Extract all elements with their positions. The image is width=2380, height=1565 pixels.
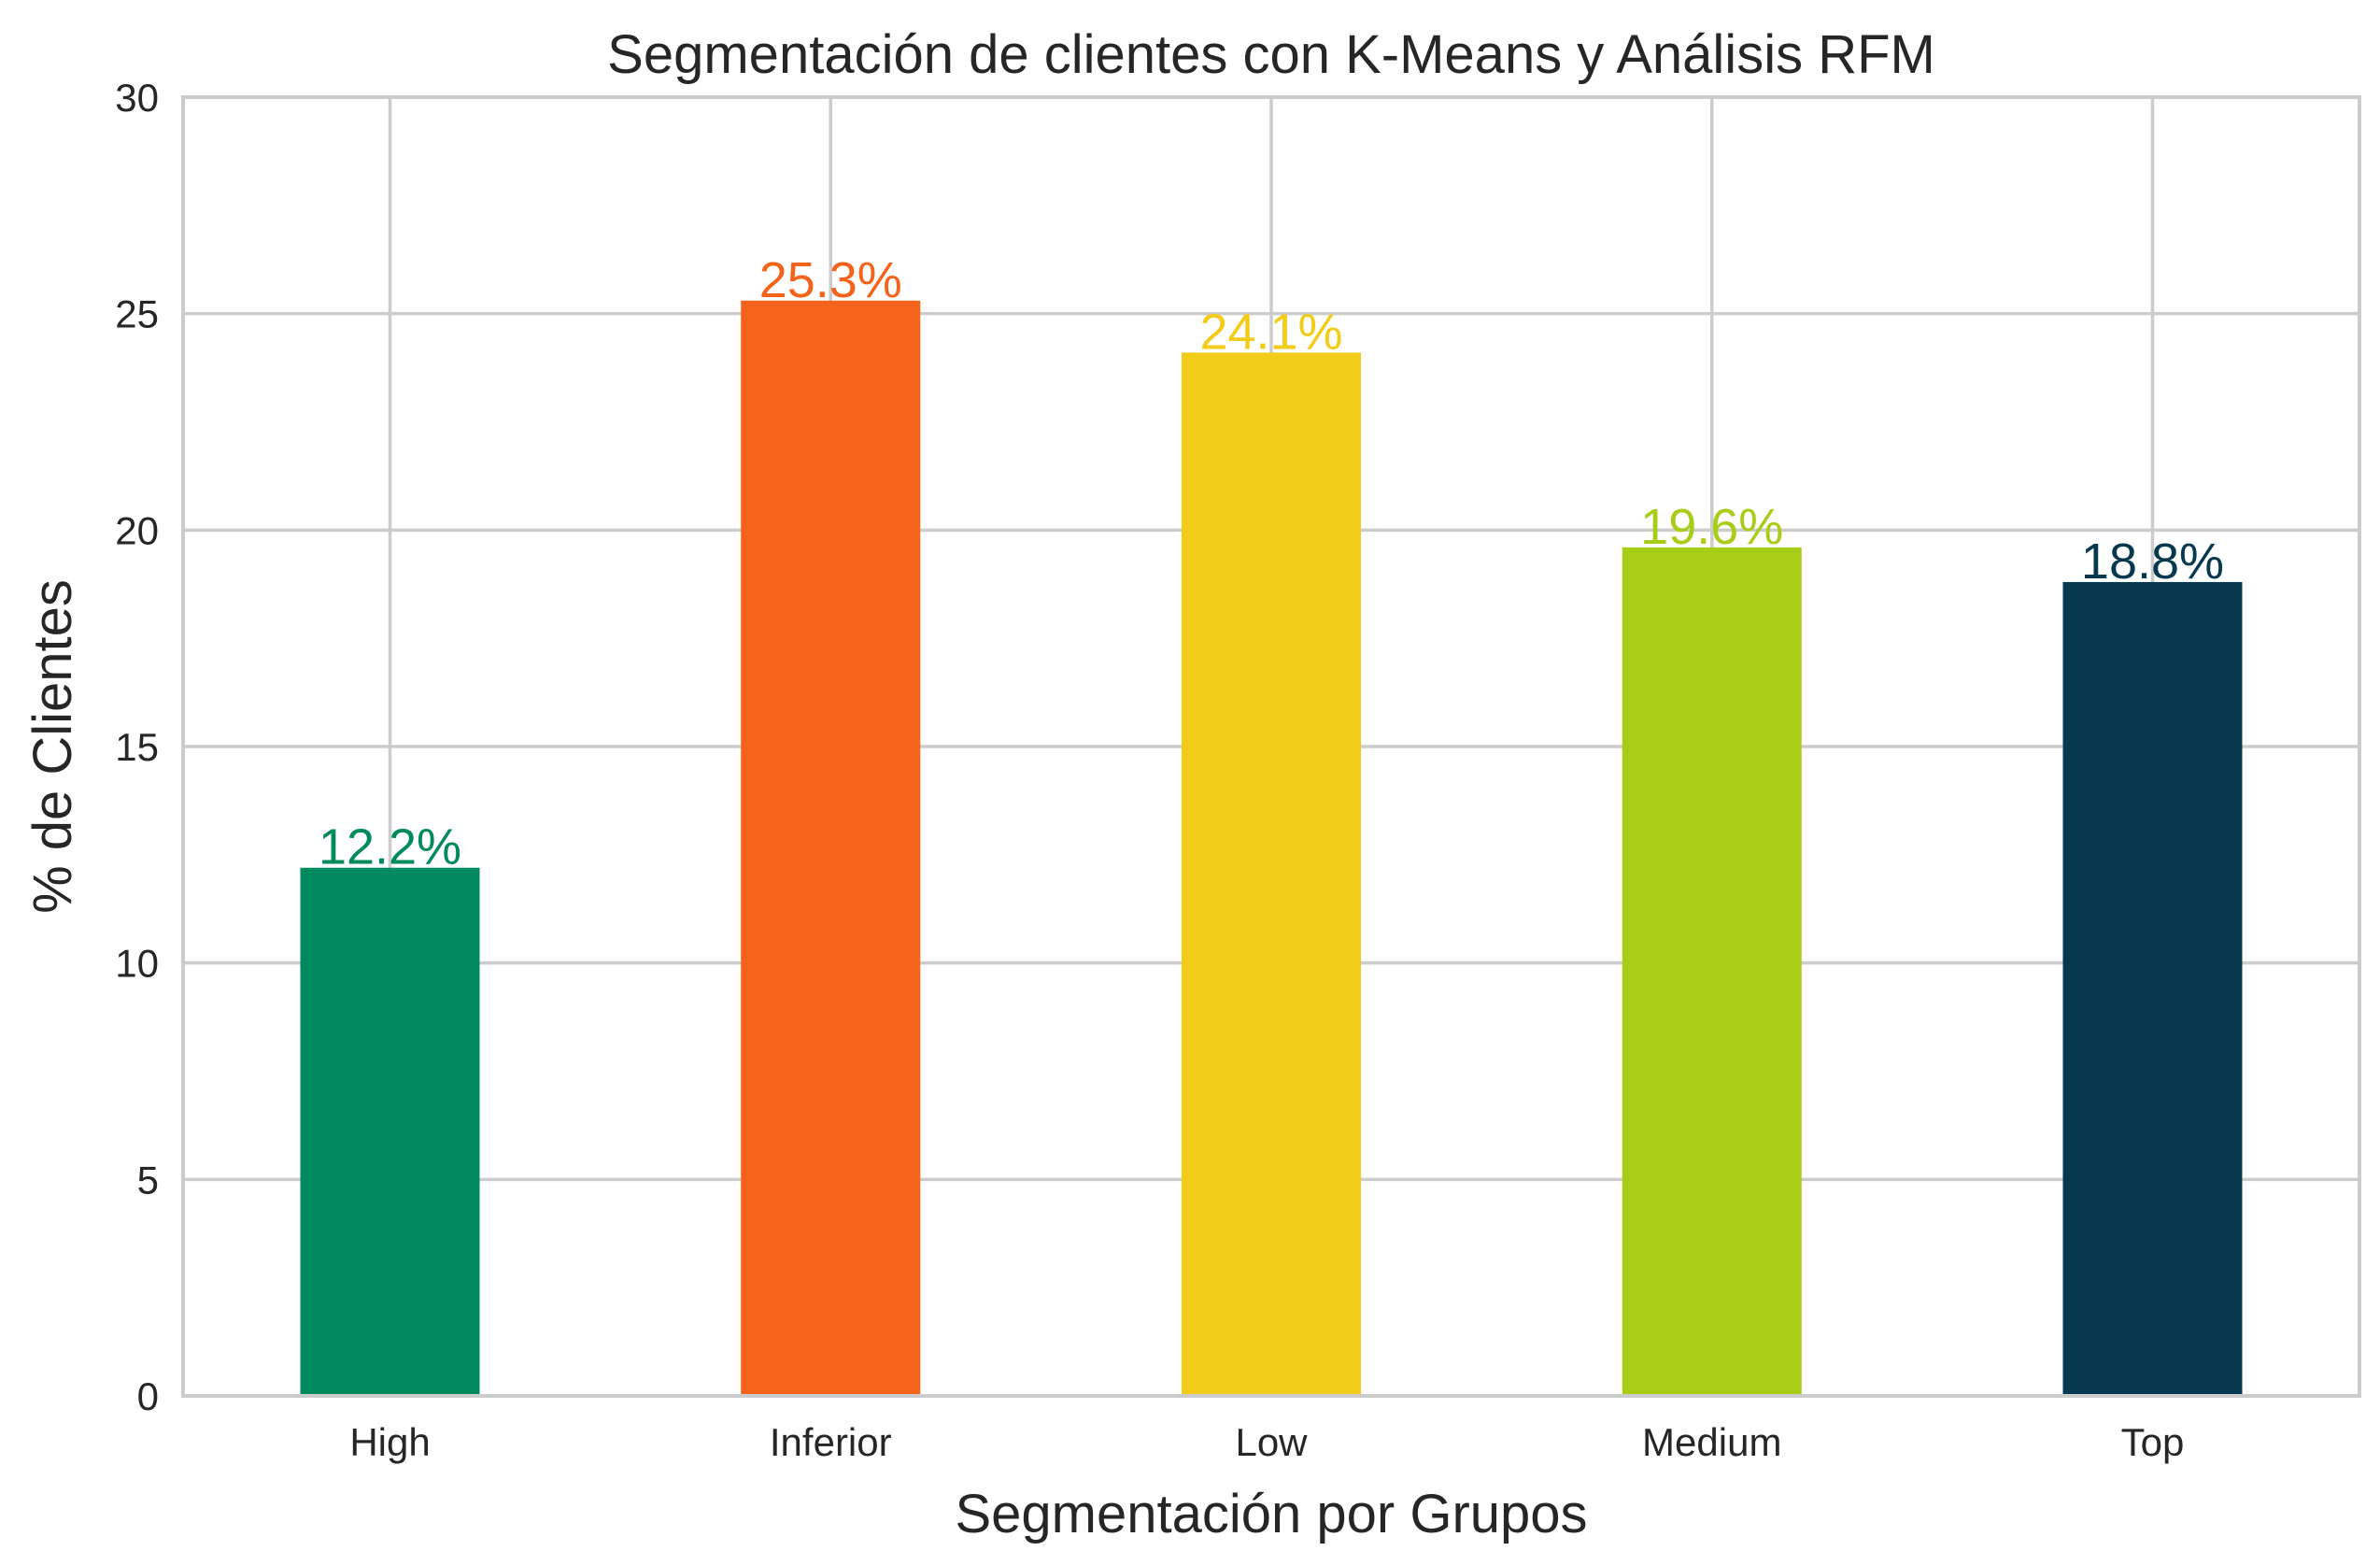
plot-frame <box>181 95 2361 1398</box>
y-tick-label: 25 <box>115 292 159 336</box>
chart-title: Segmentación de clientes con K-Means y A… <box>607 24 1935 85</box>
y-tick-label: 15 <box>115 725 159 769</box>
x-tick-label: Low <box>1235 1420 1308 1464</box>
x-axis-title: Segmentación por Grupos <box>955 1484 1587 1544</box>
x-tick-label: Medium <box>1642 1420 1781 1464</box>
y-tick-label: 30 <box>115 76 159 120</box>
x-tick-label: High <box>349 1420 430 1464</box>
y-tick-label: 0 <box>137 1374 159 1418</box>
data-label-inferior: 25.3% <box>759 252 902 308</box>
y-tick-label: 10 <box>115 942 159 986</box>
bar-inferior <box>741 300 921 1397</box>
data-label-low: 24.1% <box>1199 304 1342 360</box>
tick-layer: 0 5 10 15 20 25 30 High Inferior Low Medium Top <box>115 76 2184 1464</box>
bar-top <box>2062 581 2243 1396</box>
data-label-medium: 19.6% <box>1640 499 1783 555</box>
bar-layer <box>300 300 2243 1397</box>
x-tick-label: Inferior <box>770 1420 892 1464</box>
y-axis-title: % de Clientes <box>22 579 83 914</box>
x-tick-label: Top <box>2121 1420 2185 1464</box>
label-layer: 12.2% 25.3% 24.1% 19.6% 18.8% <box>319 252 2224 875</box>
bar-medium <box>1622 547 1802 1396</box>
bar-low <box>1182 352 1361 1396</box>
data-label-high: 12.2% <box>319 819 461 875</box>
y-tick-label: 20 <box>115 508 159 552</box>
y-tick-label: 5 <box>137 1158 159 1202</box>
bar-high <box>300 867 480 1396</box>
data-label-top: 18.8% <box>2081 534 2224 590</box>
